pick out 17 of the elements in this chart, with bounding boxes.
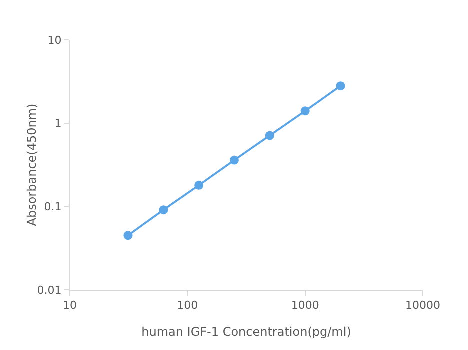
y-tick-label: 0.1 <box>44 200 62 214</box>
point <box>265 131 274 140</box>
point <box>300 106 310 116</box>
x-tick-label: 1000 <box>291 299 320 312</box>
point <box>194 180 204 190</box>
y-tick-label: 0.01 <box>37 284 62 297</box>
y-axis-title: Absorbance(450nm) <box>25 104 39 226</box>
point <box>230 156 239 165</box>
point <box>124 231 133 240</box>
x-tick-label: 10000 <box>406 299 440 312</box>
x-tick-label: 100 <box>177 299 198 312</box>
point <box>159 206 168 215</box>
y-tick-label: 1 <box>54 117 62 130</box>
x-tick-label: 10 <box>63 299 77 312</box>
y-tick-label: 10 <box>48 34 62 47</box>
point <box>336 82 346 91</box>
x-axis-title: human IGF-1 Concentration(pg/ml) <box>142 325 352 339</box>
